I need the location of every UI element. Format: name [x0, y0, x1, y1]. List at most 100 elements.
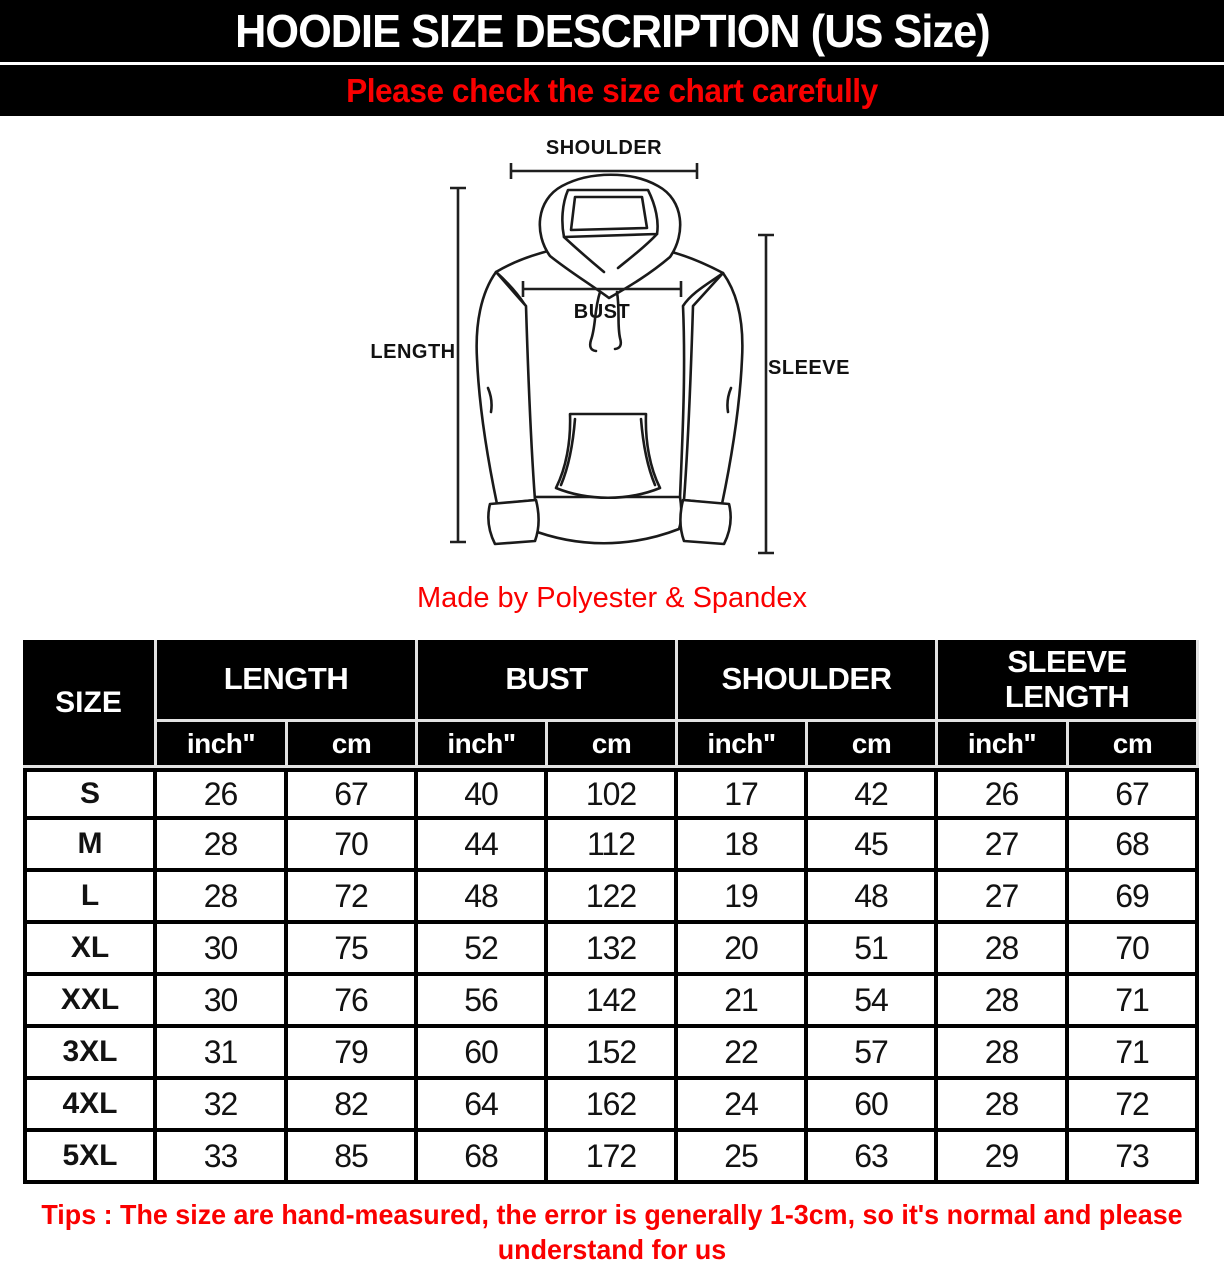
material-caption: Made by Polyester & Spandex — [416, 582, 808, 614]
title-banner: HOODIE SIZE DESCRIPTION (US Size) — [0, 0, 1224, 62]
value-cell: 68 — [1069, 820, 1200, 872]
size-cell: 3XL — [23, 1028, 157, 1080]
size-cell: 5XL — [23, 1132, 157, 1184]
value-cell: 24 — [678, 1080, 809, 1132]
unit-header: cm — [288, 722, 418, 768]
page-title: HOODIE SIZE DESCRIPTION (US Size) — [234, 5, 991, 57]
hoodie-hem — [525, 495, 683, 545]
bust-label: BUST — [574, 301, 630, 323]
value-cell: 22 — [678, 1028, 809, 1080]
hoodie-drawstrings — [588, 290, 623, 353]
value-cell: 25 — [678, 1132, 809, 1184]
value-cell: 172 — [548, 1132, 679, 1184]
value-cell: 57 — [808, 1028, 939, 1080]
value-cell: 75 — [288, 924, 418, 976]
table-row: 5XL 33 85 68 172 25 63 29 73 — [23, 1132, 1200, 1184]
value-cell: 72 — [288, 872, 418, 924]
value-cell: 20 — [678, 924, 809, 976]
value-cell: 60 — [418, 1028, 548, 1080]
value-cell: 19 — [678, 872, 809, 924]
tips-footer: Tips : The size are hand-measured, the e… — [0, 1197, 1224, 1267]
sleeve-label: SLEEVE — [768, 357, 850, 379]
value-cell: 162 — [548, 1080, 679, 1132]
value-cell: 45 — [808, 820, 939, 872]
unit-header: cm — [1069, 722, 1200, 768]
value-cell: 27 — [938, 872, 1070, 924]
value-cell: 85 — [288, 1132, 418, 1184]
size-column-header: SIZE — [23, 640, 157, 768]
size-chart-table: SIZE LENGTH BUST SHOULDER SLEEVE LENGTH … — [23, 640, 1200, 1184]
value-cell: 72 — [1069, 1080, 1200, 1132]
value-cell: 30 — [157, 976, 288, 1028]
value-cell: 71 — [1069, 976, 1200, 1028]
value-cell: 27 — [938, 820, 1070, 872]
value-cell: 122 — [548, 872, 679, 924]
value-cell: 79 — [288, 1028, 418, 1080]
hoodie-left-cuff — [487, 498, 540, 546]
value-cell: 152 — [548, 1028, 679, 1080]
value-cell: 18 — [678, 820, 809, 872]
unit-header: inch" — [678, 722, 809, 768]
value-cell: 21 — [678, 976, 809, 1028]
table-row: XXL 30 76 56 142 21 54 28 71 — [23, 976, 1200, 1028]
unit-header: inch" — [938, 722, 1070, 768]
value-cell: 40 — [418, 768, 548, 820]
bust-group-header: BUST — [418, 640, 679, 722]
hoodie-pocket — [554, 412, 662, 499]
value-cell: 69 — [1069, 872, 1200, 924]
value-cell: 44 — [418, 820, 548, 872]
value-cell: 76 — [288, 976, 418, 1028]
value-cell: 67 — [288, 768, 418, 820]
unit-header: cm — [548, 722, 679, 768]
length-measure-line: LENGTH — [370, 186, 466, 544]
unit-header: inch" — [157, 722, 288, 768]
value-cell: 30 — [157, 924, 288, 976]
table-row: L 28 72 48 122 19 48 27 69 — [23, 872, 1200, 924]
value-cell: 68 — [418, 1132, 548, 1184]
value-cell: 51 — [808, 924, 939, 976]
group-header-row: SIZE LENGTH BUST SHOULDER SLEEVE LENGTH — [23, 640, 1200, 768]
warning-banner: Please check the size chart carefully — [0, 65, 1224, 116]
value-cell: 28 — [157, 872, 288, 924]
value-cell: 73 — [1069, 1132, 1200, 1184]
table-row: XL 30 75 52 132 20 51 28 70 — [23, 924, 1200, 976]
table-row: 3XL 31 79 60 152 22 57 28 71 — [23, 1028, 1200, 1080]
bust-measure-line: BUST — [521, 281, 683, 323]
value-cell: 26 — [157, 768, 288, 820]
value-cell: 42 — [808, 768, 939, 820]
shoulder-group-header: SHOULDER — [678, 640, 939, 722]
table-row: 4XL 32 82 64 162 24 60 28 72 — [23, 1080, 1200, 1132]
hoodie-left-sleeve — [475, 270, 537, 506]
value-cell: 64 — [418, 1080, 548, 1132]
value-cell: 29 — [938, 1132, 1070, 1184]
value-cell: 60 — [808, 1080, 939, 1132]
length-group-header: LENGTH — [157, 640, 418, 722]
value-cell: 71 — [1069, 1028, 1200, 1080]
value-cell: 26 — [938, 768, 1070, 820]
value-cell: 17 — [678, 768, 809, 820]
value-cell: 67 — [1069, 768, 1200, 820]
table-row: S 26 67 40 102 17 42 26 67 — [23, 768, 1200, 820]
size-cell: XL — [23, 924, 157, 976]
unit-header: cm — [808, 722, 939, 768]
value-cell: 28 — [157, 820, 288, 872]
value-cell: 54 — [808, 976, 939, 1028]
shoulder-label: SHOULDER — [546, 137, 662, 159]
unit-header: inch" — [418, 722, 548, 768]
value-cell: 70 — [1069, 924, 1200, 976]
tips-line-2: understand for us — [497, 1234, 727, 1265]
value-cell: 48 — [418, 872, 548, 924]
value-cell: 132 — [548, 924, 679, 976]
value-cell: 33 — [157, 1132, 288, 1184]
value-cell: 56 — [418, 976, 548, 1028]
hoodie-right-cuff — [679, 498, 732, 546]
hoodie-right-sleeve — [682, 271, 744, 506]
value-cell: 28 — [938, 1080, 1070, 1132]
shoulder-measure-line: SHOULDER — [509, 137, 699, 179]
value-cell: 52 — [418, 924, 548, 976]
value-cell: 102 — [548, 768, 679, 820]
sleeve-group-header: SLEEVE LENGTH — [938, 640, 1200, 722]
length-label: LENGTH — [370, 341, 455, 363]
size-cell: L — [23, 872, 157, 924]
size-cell: M — [23, 820, 157, 872]
